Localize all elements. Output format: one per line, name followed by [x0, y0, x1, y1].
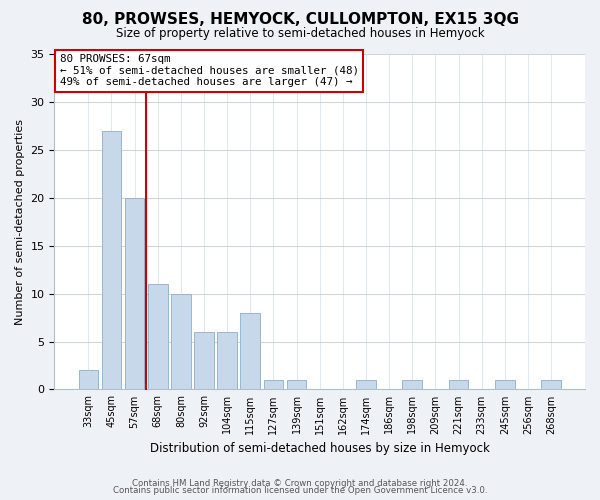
Bar — [241, 313, 260, 390]
Bar — [217, 332, 237, 390]
Text: Size of property relative to semi-detached houses in Hemyock: Size of property relative to semi-detach… — [116, 28, 484, 40]
Bar — [263, 380, 283, 390]
Bar — [449, 380, 469, 390]
Text: 80 PROWSES: 67sqm
← 51% of semi-detached houses are smaller (48)
49% of semi-det: 80 PROWSES: 67sqm ← 51% of semi-detached… — [60, 54, 359, 87]
Text: 80, PROWSES, HEMYOCK, CULLOMPTON, EX15 3QG: 80, PROWSES, HEMYOCK, CULLOMPTON, EX15 3… — [82, 12, 518, 28]
Bar — [148, 284, 167, 390]
Bar — [79, 370, 98, 390]
Bar — [287, 380, 307, 390]
Bar — [101, 130, 121, 390]
Y-axis label: Number of semi-detached properties: Number of semi-detached properties — [15, 118, 25, 324]
Text: Contains public sector information licensed under the Open Government Licence v3: Contains public sector information licen… — [113, 486, 487, 495]
Bar — [194, 332, 214, 390]
Bar — [125, 198, 145, 390]
Bar — [403, 380, 422, 390]
Bar — [171, 294, 191, 390]
Bar — [356, 380, 376, 390]
Bar — [541, 380, 561, 390]
Text: Contains HM Land Registry data © Crown copyright and database right 2024.: Contains HM Land Registry data © Crown c… — [132, 478, 468, 488]
Bar — [495, 380, 515, 390]
X-axis label: Distribution of semi-detached houses by size in Hemyock: Distribution of semi-detached houses by … — [150, 442, 490, 455]
